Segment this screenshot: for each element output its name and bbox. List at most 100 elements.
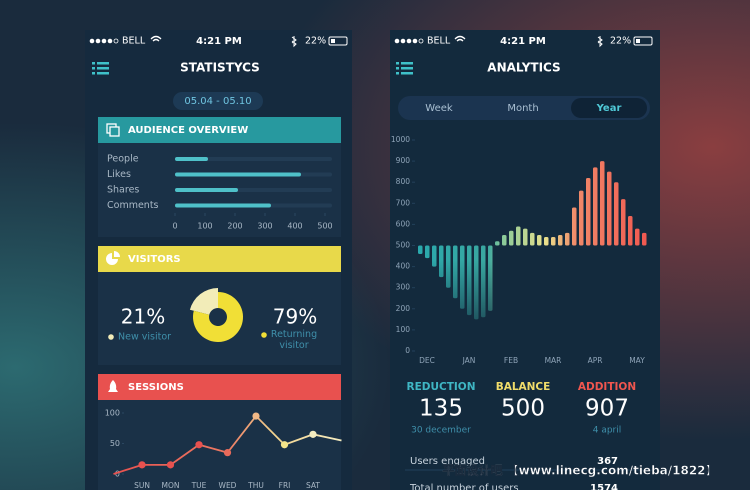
legend-dot bbox=[108, 334, 114, 340]
percent-value: 79% bbox=[273, 305, 317, 329]
point bbox=[195, 441, 203, 449]
section-icon bbox=[106, 251, 120, 265]
bar bbox=[418, 245, 423, 254]
y-tick-label: 0 bbox=[115, 470, 120, 479]
stat-note: 30 december bbox=[411, 426, 471, 436]
x-tick-label: FEB bbox=[504, 356, 518, 365]
section-header[interactable] bbox=[98, 117, 341, 143]
bar bbox=[509, 230, 514, 246]
bar bbox=[537, 234, 542, 246]
bar bbox=[474, 245, 479, 320]
x-tick-label: 300 bbox=[257, 222, 272, 231]
row-label: Total number of users bbox=[409, 483, 519, 490]
row-label: Shares bbox=[107, 185, 139, 196]
stat-value: 500 bbox=[501, 396, 545, 422]
stat-label: REDUCTION bbox=[407, 381, 476, 393]
stat-label: ADDITION bbox=[578, 381, 636, 393]
y-tick-label: 400 bbox=[396, 262, 411, 271]
tab-label[interactable]: Month bbox=[507, 103, 538, 114]
bar bbox=[572, 207, 577, 246]
date-pill[interactable] bbox=[173, 92, 263, 110]
percent-value: 21% bbox=[121, 305, 165, 329]
bar bbox=[446, 245, 451, 288]
point bbox=[280, 441, 289, 449]
bar bbox=[523, 228, 528, 246]
point bbox=[309, 430, 317, 438]
signal-icon bbox=[394, 38, 424, 44]
x-tick-label: 500 bbox=[317, 222, 332, 231]
x-tick-label: MAR bbox=[545, 356, 562, 365]
bar bbox=[565, 232, 570, 246]
time: 4:21 PM bbox=[500, 36, 546, 47]
section-icon bbox=[109, 126, 120, 137]
bar bbox=[488, 245, 493, 311]
legend-dot bbox=[261, 332, 267, 338]
section-header[interactable] bbox=[98, 374, 341, 400]
donut-slice bbox=[189, 288, 218, 315]
battery-level bbox=[331, 39, 335, 43]
battery-text: 22% bbox=[610, 36, 631, 47]
x-tick-label: JAN bbox=[462, 356, 476, 365]
panel bbox=[98, 400, 341, 490]
point bbox=[223, 449, 232, 457]
section-title: VISITORS bbox=[128, 254, 181, 265]
y-tick-label: 900 bbox=[396, 156, 411, 165]
bar bbox=[600, 161, 605, 246]
section-title: AUDIENCE OVERVIEW bbox=[128, 125, 248, 136]
x-tick-label: 400 bbox=[287, 222, 302, 231]
row-label: Likes bbox=[107, 169, 131, 180]
bar bbox=[502, 234, 507, 246]
menu-icon[interactable] bbox=[396, 62, 413, 75]
screen-title: STATISTYCS bbox=[180, 61, 260, 75]
bar bbox=[175, 203, 271, 208]
point bbox=[252, 412, 260, 420]
carrier: BELL bbox=[427, 36, 451, 47]
tab-label[interactable]: Week bbox=[425, 103, 453, 114]
bar bbox=[175, 157, 208, 161]
point bbox=[138, 461, 146, 469]
battery-icon bbox=[633, 36, 653, 46]
x-tick-label: 200 bbox=[227, 222, 242, 231]
bar bbox=[558, 234, 563, 246]
bluetooth-icon bbox=[597, 36, 603, 48]
bar bbox=[551, 237, 556, 246]
tab-selected[interactable] bbox=[571, 98, 647, 118]
bar bbox=[432, 245, 437, 267]
bar bbox=[175, 172, 301, 177]
bar bbox=[460, 245, 465, 309]
bar bbox=[425, 245, 430, 259]
bar bbox=[439, 245, 444, 278]
bar-track bbox=[175, 157, 332, 161]
stat-value: 907 bbox=[585, 396, 629, 422]
wifi-icon bbox=[454, 35, 466, 42]
stat-note: 4 april bbox=[593, 426, 622, 436]
section-header[interactable] bbox=[98, 246, 341, 272]
bar bbox=[467, 245, 472, 316]
x-tick-label: MON bbox=[162, 481, 180, 490]
y-tick-label: 500 bbox=[396, 241, 411, 250]
donut-slice bbox=[193, 292, 244, 342]
battery-level bbox=[636, 39, 640, 43]
x-tick-label: DEC bbox=[419, 356, 435, 365]
x-tick-label: 100 bbox=[197, 222, 212, 231]
y-tick-label: 0 bbox=[405, 346, 410, 355]
section-title: SESSIONS bbox=[128, 382, 184, 393]
bar bbox=[628, 215, 633, 246]
bar bbox=[175, 188, 238, 192]
row-label: People bbox=[107, 154, 139, 165]
stat-label: BALANCE bbox=[496, 381, 551, 393]
tab-label[interactable]: Year bbox=[596, 103, 622, 114]
bar bbox=[607, 171, 612, 246]
legend-label: New visitor bbox=[118, 332, 171, 343]
watermark: 平面设计吧 【www.linecg.com/tieba/1822】 bbox=[442, 463, 717, 478]
y-tick-label: 200 bbox=[396, 304, 411, 313]
battery-icon bbox=[328, 36, 348, 46]
x-tick-label: MAY bbox=[629, 356, 645, 365]
bar bbox=[579, 190, 584, 246]
menu-icon[interactable] bbox=[92, 62, 109, 75]
row-value: 367 bbox=[597, 456, 618, 467]
row-label: Users engaged bbox=[410, 456, 485, 467]
y-tick-label: 50 bbox=[110, 439, 120, 448]
